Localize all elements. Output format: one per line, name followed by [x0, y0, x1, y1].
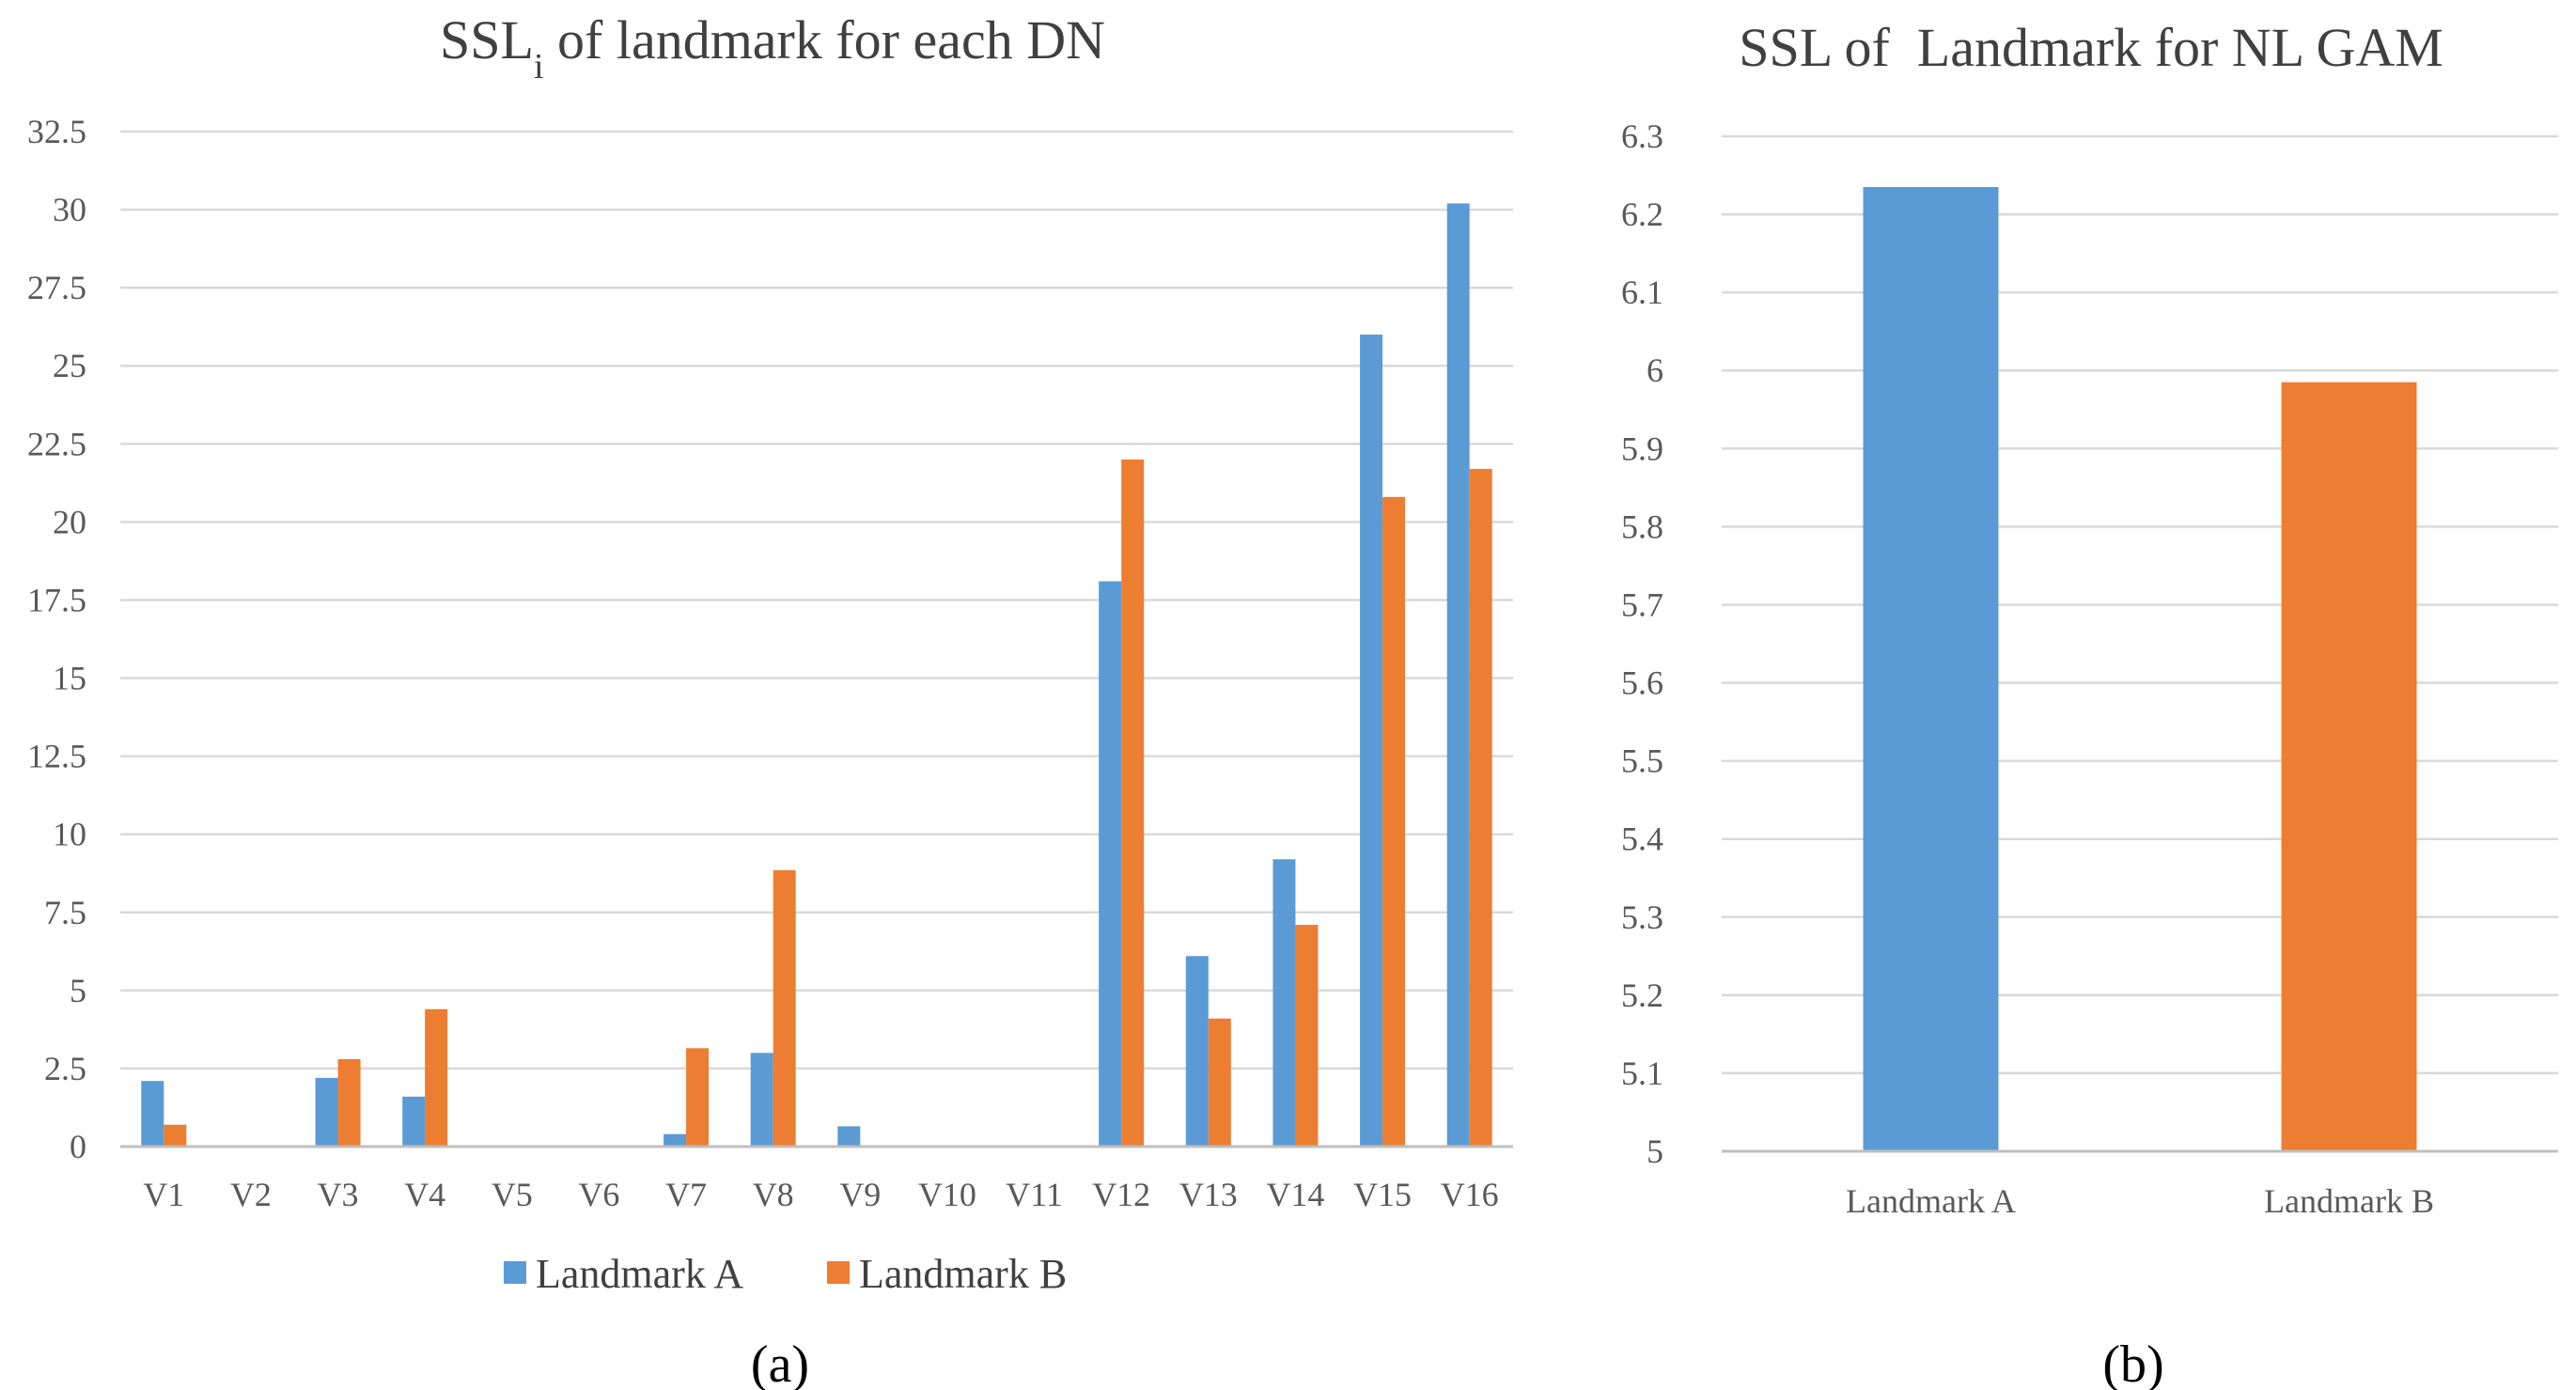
x-tick-label: V16 [1441, 1176, 1499, 1213]
y-tick-label: 5 [70, 972, 86, 1009]
chart-b-title: SSL of Landmark for NL GAM [1739, 17, 2443, 78]
x-tick-label: V7 [665, 1176, 707, 1213]
bar-landmark-a-v1 [141, 1081, 164, 1147]
bar-landmark-b-v7 [686, 1048, 710, 1147]
x-tick-label: V8 [753, 1176, 794, 1213]
y-tick-label: 12.5 [27, 738, 86, 775]
y-tick-label: 30 [53, 191, 86, 228]
y-tick-label: 32.5 [27, 113, 86, 150]
y-tick-label: 5.3 [1621, 898, 1663, 936]
bar-landmark-b-v12 [1121, 459, 1145, 1147]
y-tick-label: 17.5 [27, 581, 86, 618]
y-tick-label: 6 [1647, 351, 1663, 389]
chart-a-bars [141, 203, 1492, 1147]
bar-landmark-b-v13 [1208, 1018, 1231, 1147]
y-tick-label: 5.2 [1621, 976, 1663, 1014]
y-tick-label: 0 [70, 1128, 86, 1165]
bar-landmark-b-v1 [164, 1124, 187, 1147]
x-tick-label: Landmark B [2264, 1182, 2434, 1220]
panel-label-b: (b) [2102, 1335, 2163, 1390]
y-tick-label: 27.5 [27, 269, 86, 306]
bar-landmark-a [1863, 187, 1999, 1151]
y-tick-label: 5.9 [1621, 429, 1663, 467]
x-tick-label: V14 [1266, 1176, 1324, 1213]
y-tick-label: 5.8 [1621, 508, 1663, 545]
legend-swatch-landmark-a [504, 1261, 526, 1284]
bar-landmark-b [2281, 382, 2417, 1151]
y-tick-label: 20 [53, 503, 86, 540]
x-tick-label: V6 [578, 1176, 619, 1213]
bar-landmark-a-v4 [402, 1096, 426, 1147]
x-tick-label: V2 [230, 1176, 272, 1213]
bar-landmark-a-v8 [750, 1053, 773, 1147]
panel-label-a: (a) [751, 1335, 809, 1390]
bar-landmark-b-v8 [773, 869, 796, 1147]
bar-landmark-a-v3 [315, 1077, 338, 1147]
y-tick-label: 6.1 [1621, 273, 1663, 311]
x-tick-label: V12 [1092, 1176, 1150, 1213]
bar-landmark-a-v13 [1185, 956, 1209, 1147]
chart-a-title: SSLi of landmark for each DN [440, 9, 1105, 86]
chart-a-y-ticks: 0 2.5 5 7.5 10 12.5 15 17.5 20 22.5 25 27.5 30 32.5 [27, 113, 86, 1165]
y-tick-label: 2.5 [44, 1050, 86, 1087]
y-tick-label: 5.5 [1621, 742, 1663, 780]
y-tick-label: 5.7 [1621, 586, 1663, 623]
bar-landmark-b-v14 [1295, 925, 1319, 1147]
chart-a-x-ticks: V1 V2 V3 V4 V5 V6 V7 V8 V9 V10 V11 V12 V13 V14 V15 V16 [143, 1176, 1498, 1213]
bar-landmark-a-v12 [1099, 581, 1122, 1147]
bar-landmark-a-v7 [664, 1133, 687, 1147]
y-tick-label: 5.1 [1621, 1054, 1663, 1092]
chart-b-y-ticks: 5 5.1 5.2 5.3 5.4 5.5 5.6 5.7 5.8 5.9 6 6.1 6.2 6.3 [1621, 117, 1663, 1170]
chart-b: SSL of Landmark for NL GAM 5 5.1 5.2 5.3 5.4… [1621, 17, 2558, 1390]
bar-landmark-a-v9 [837, 1126, 861, 1147]
bar-landmark-b-v16 [1469, 468, 1492, 1147]
chart-b-bars [1863, 187, 2417, 1151]
x-tick-label: V5 [492, 1176, 533, 1213]
bar-landmark-a-v15 [1360, 335, 1383, 1147]
y-tick-label: 6.3 [1621, 117, 1663, 155]
bar-landmark-b-v4 [425, 1008, 448, 1147]
legend-swatch-landmark-b [827, 1261, 850, 1284]
legend-label-landmark-b: Landmark B [859, 1251, 1067, 1297]
chart-b-gridlines [1722, 134, 2558, 1075]
bar-landmark-a-v14 [1272, 859, 1296, 1147]
y-tick-label: 5 [1647, 1132, 1663, 1170]
x-tick-label: V15 [1353, 1176, 1412, 1213]
x-tick-label: Landmark A [1846, 1182, 2016, 1220]
y-tick-label: 10 [53, 816, 86, 853]
chart-a-gridlines [120, 130, 1513, 1070]
bar-landmark-a-v16 [1446, 203, 1470, 1147]
x-tick-label: V3 [318, 1176, 359, 1213]
y-tick-label: 25 [53, 347, 86, 384]
chart-b-x-ticks: Landmark A Landmark B [1846, 1182, 2434, 1220]
x-tick-label: V11 [1006, 1176, 1063, 1213]
legend-label-landmark-a: Landmark A [536, 1251, 743, 1297]
x-tick-label: V13 [1179, 1176, 1238, 1213]
bar-landmark-b-v3 [337, 1058, 361, 1147]
x-tick-label: V4 [404, 1176, 445, 1213]
chart-a-legend: Landmark A Landmark B [504, 1251, 1067, 1297]
y-tick-label: 22.5 [27, 425, 86, 462]
y-tick-label: 5.6 [1621, 664, 1663, 702]
y-tick-label: 6.2 [1621, 195, 1663, 233]
chart-a: SSLi of landmark for each DN 0 2.5 5 7.5 10 1… [27, 9, 1513, 1390]
x-tick-label: V9 [839, 1176, 881, 1213]
x-tick-label: V1 [143, 1176, 184, 1213]
y-tick-label: 7.5 [44, 894, 86, 931]
y-tick-label: 15 [53, 660, 86, 697]
bar-landmark-b-v15 [1382, 496, 1406, 1147]
y-tick-label: 5.4 [1621, 820, 1663, 858]
x-tick-label: V10 [918, 1176, 976, 1213]
